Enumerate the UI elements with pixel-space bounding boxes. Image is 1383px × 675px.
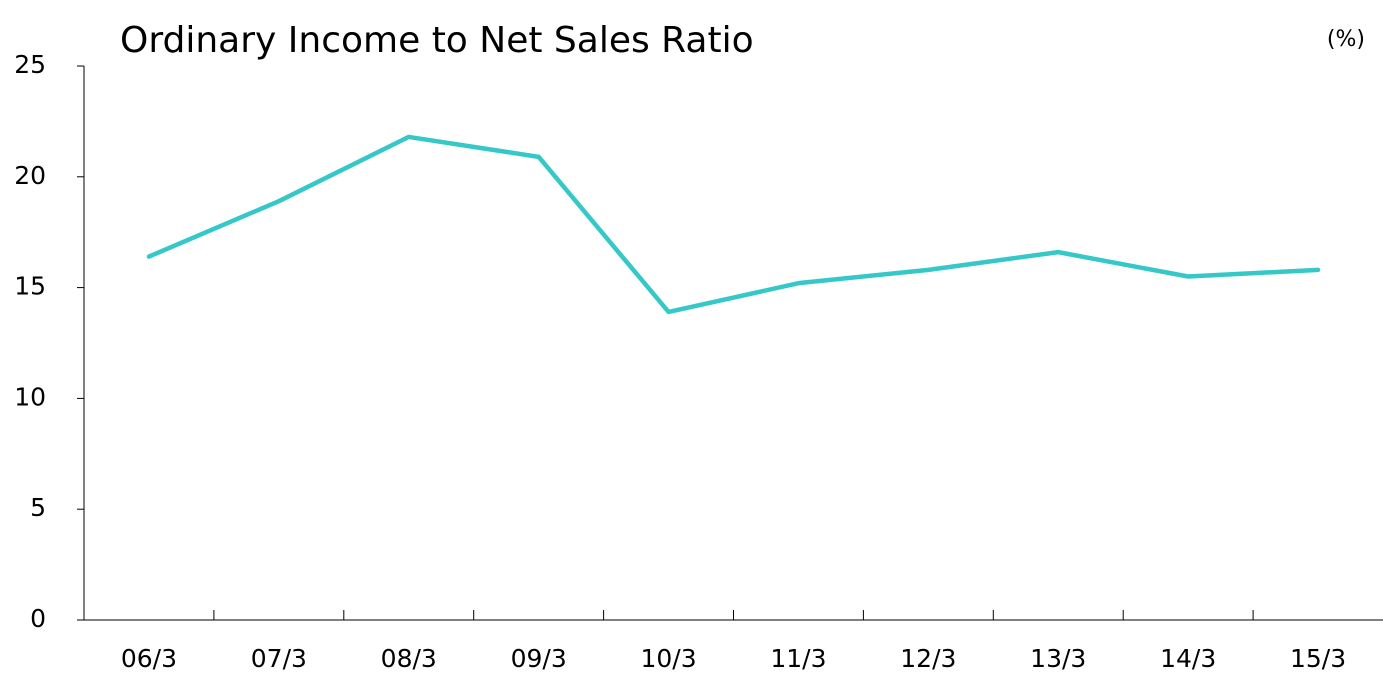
x-tick-label: 12/3 — [900, 644, 956, 673]
y-tick-label: 0 — [30, 604, 46, 633]
x-tick-label: 06/3 — [121, 644, 177, 673]
y-tick-label: 25 — [14, 50, 46, 79]
x-tick-label: 08/3 — [381, 644, 437, 673]
x-tick-label: 10/3 — [640, 644, 696, 673]
y-tick-label: 10 — [14, 382, 46, 411]
x-tick-label: 14/3 — [1160, 644, 1216, 673]
unit-label: (%) — [1327, 27, 1365, 52]
x-tick-label: 15/3 — [1290, 644, 1346, 673]
y-tick-label: 20 — [14, 161, 46, 190]
y-tick-label: 15 — [14, 272, 46, 301]
chart-title: Ordinary Income to Net Sales Ratio — [120, 20, 754, 61]
x-tick-label: 07/3 — [251, 644, 307, 673]
y-tick-label: 5 — [30, 493, 46, 522]
series-line — [146, 134, 1321, 315]
x-tick-label: 11/3 — [770, 644, 826, 673]
x-tick-label: 13/3 — [1030, 644, 1086, 673]
x-tick-label: 09/3 — [511, 644, 567, 673]
